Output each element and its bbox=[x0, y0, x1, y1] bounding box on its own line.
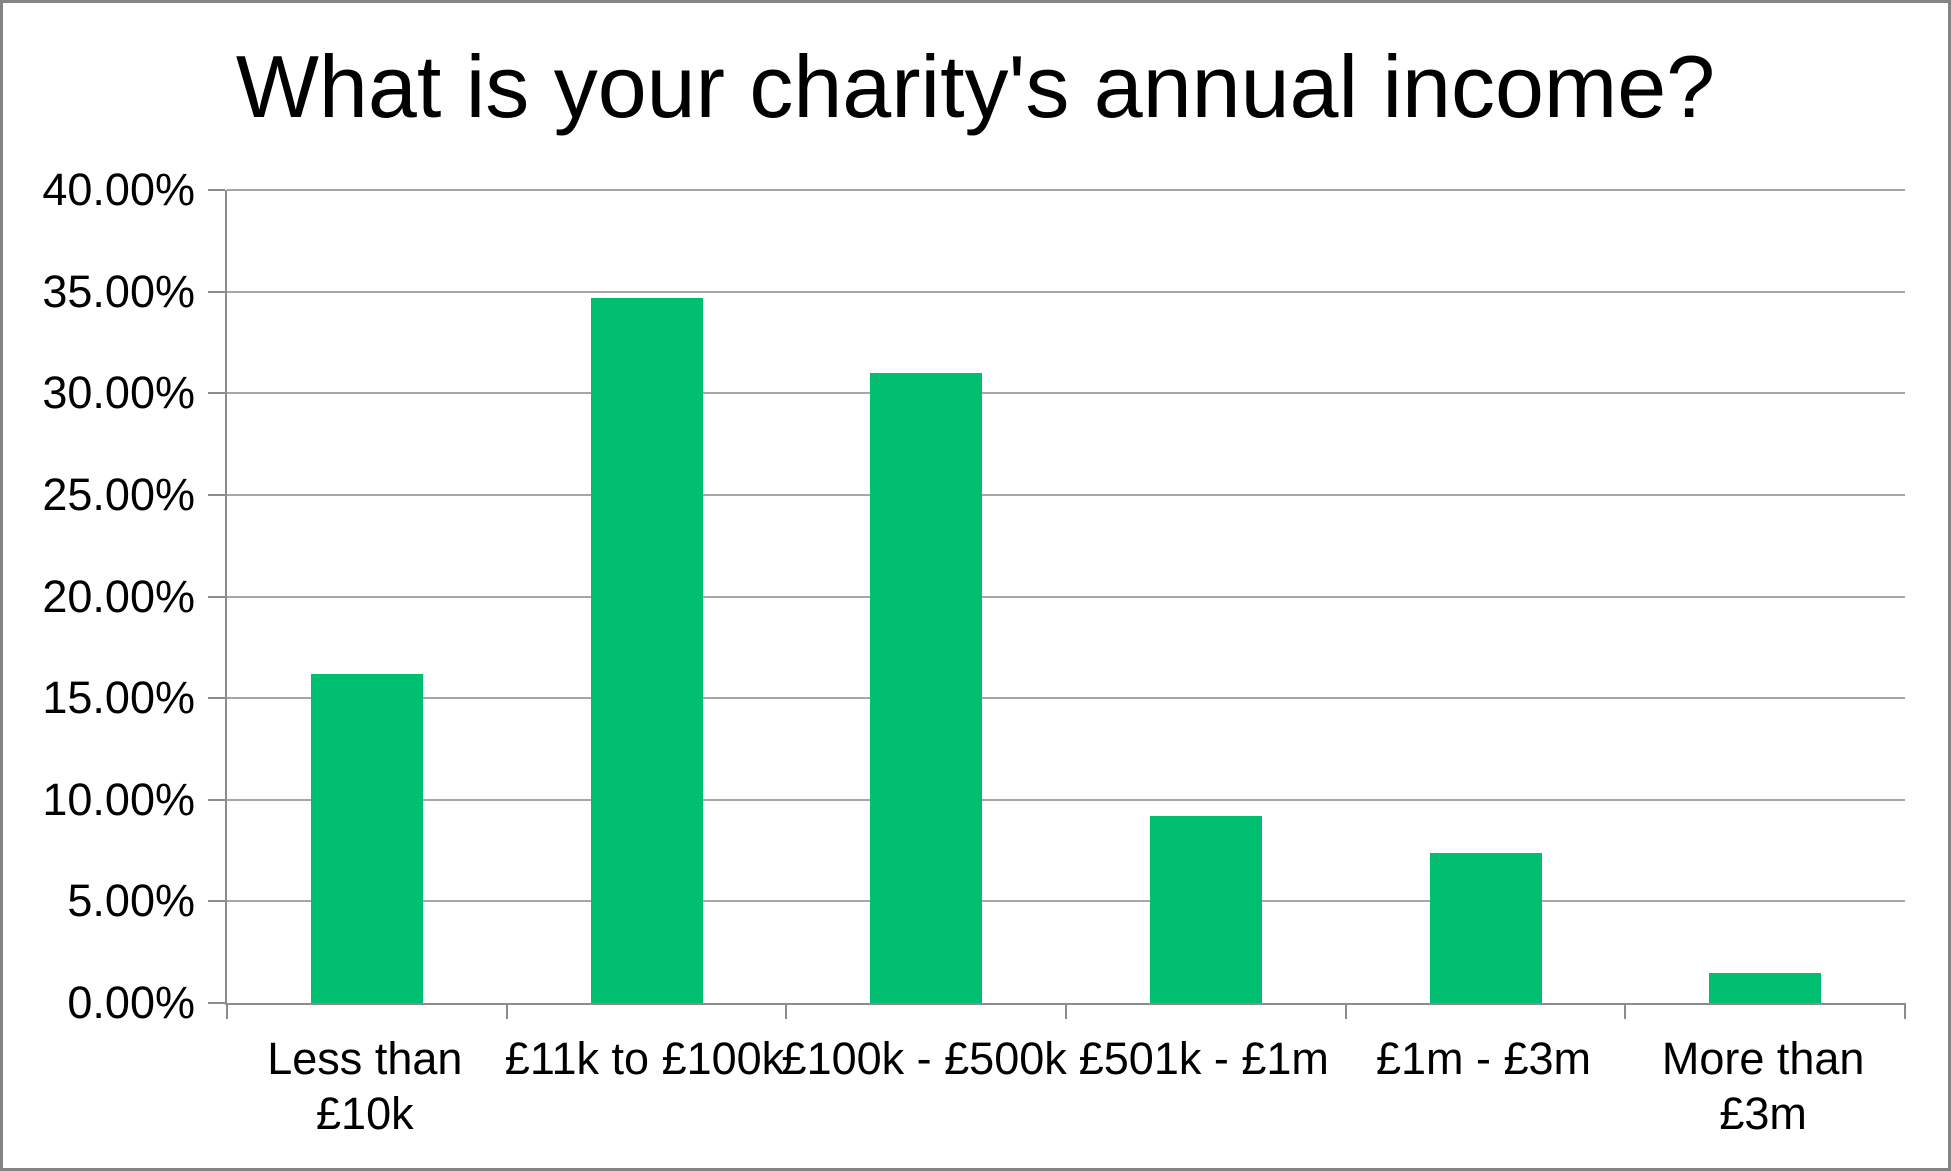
x-tick-mark bbox=[226, 1003, 228, 1019]
bar-100k-500k bbox=[870, 372, 983, 1003]
x-tick-mark bbox=[785, 1003, 788, 1019]
gridline bbox=[227, 392, 1905, 395]
y-axis-label: 25.00% bbox=[42, 468, 195, 520]
x-tick-mark bbox=[1624, 1003, 1627, 1019]
y-axis-label: 20.00% bbox=[42, 570, 195, 622]
gridline bbox=[227, 798, 1905, 801]
gridline bbox=[227, 697, 1905, 700]
bar-more-than-3m bbox=[1709, 972, 1822, 1003]
y-tick-mark bbox=[208, 697, 225, 700]
y-tick-mark bbox=[208, 900, 225, 903]
x-tick-mark bbox=[1904, 1003, 1906, 1019]
gridline bbox=[227, 595, 1905, 598]
y-axis-label: 5.00% bbox=[67, 875, 195, 927]
bar-1m-3m bbox=[1429, 852, 1542, 1003]
x-axis-label: £11k to £100k bbox=[504, 1033, 785, 1084]
y-axis-label: 15.00% bbox=[42, 672, 195, 724]
chart-title: What is your charity's annual income? bbox=[235, 37, 1716, 136]
x-axis-label: Less than £10k bbox=[267, 1033, 463, 1139]
x-axis-label: £1m - £3m bbox=[1375, 1033, 1592, 1084]
x-axis: Less than £10k £11k to £100k £100k - £500k… bbox=[225, 1031, 1903, 1161]
y-axis-label: 10.00% bbox=[42, 773, 195, 825]
y-axis-label: 40.00% bbox=[42, 164, 195, 215]
y-tick-mark bbox=[208, 493, 225, 496]
gridline bbox=[227, 189, 1905, 191]
y-tick-mark bbox=[208, 189, 225, 191]
y-axis-label: 0.00% bbox=[67, 977, 195, 1028]
x-tick-mark bbox=[505, 1003, 508, 1019]
y-axis-label: 35.00% bbox=[42, 265, 195, 317]
y-axis-label: 30.00% bbox=[42, 367, 195, 419]
x-axis-label: More than £3m bbox=[1661, 1033, 1865, 1139]
x-tick-mark bbox=[1344, 1003, 1347, 1019]
bar-11k-to-100k bbox=[590, 297, 703, 1003]
x-axis-label: £100k - £500k bbox=[781, 1033, 1067, 1084]
x-tick-mark bbox=[1065, 1003, 1067, 1019]
bar-less-than-10k bbox=[310, 673, 423, 1003]
x-axis-label: £501k - £1m bbox=[1078, 1033, 1329, 1084]
gridline bbox=[227, 290, 1905, 293]
gridline bbox=[227, 900, 1905, 903]
bar-501k-1m bbox=[1149, 816, 1262, 1003]
y-tick-mark bbox=[208, 595, 225, 598]
plot-area bbox=[208, 189, 1906, 1019]
y-axis: 0.00% 5.00% 10.00% 15.00% 20.00% 25.00% 30.00%… bbox=[3, 164, 195, 1028]
y-tick-mark bbox=[208, 1002, 225, 1004]
gridline bbox=[227, 493, 1905, 496]
y-tick-mark bbox=[208, 392, 225, 395]
y-tick-mark bbox=[208, 290, 225, 293]
y-tick-mark bbox=[208, 798, 225, 801]
